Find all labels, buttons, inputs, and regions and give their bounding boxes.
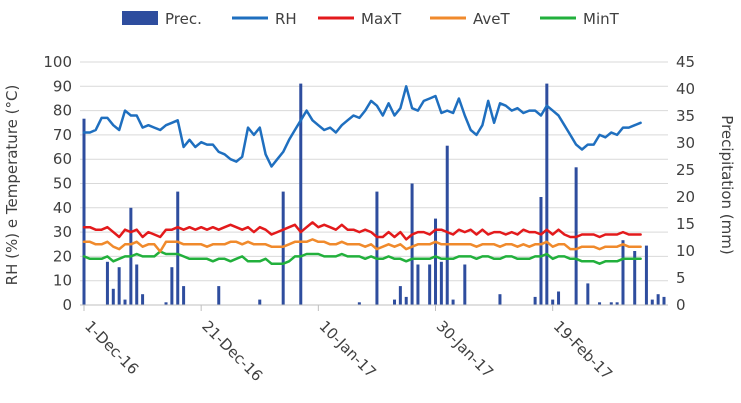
legend-label-maxt: MaxT	[361, 10, 402, 28]
precipitation-bar	[557, 291, 561, 305]
precipitation-bars	[82, 83, 666, 305]
x-tick-label: 30-Jan-17	[433, 317, 497, 381]
precipitation-bar	[281, 191, 285, 305]
precipitation-bar	[656, 294, 660, 305]
y-axis-left-title: RH (%) e Temperature (°C)	[3, 85, 21, 286]
precipitation-bar	[117, 267, 121, 305]
y-left-tick-label: 70	[53, 126, 72, 144]
precipitation-bar	[644, 245, 648, 305]
precipitation-bar	[141, 294, 145, 305]
y-right-tick-label: 10	[676, 242, 695, 260]
precipitation-bar	[170, 267, 174, 305]
precipitation-bar	[498, 294, 502, 305]
y-left-tick-label: 20	[53, 247, 72, 265]
legend-label-avet: AveT	[473, 10, 510, 28]
x-tick-label: 10-Jan-17	[316, 317, 380, 381]
precipitation-bar	[598, 302, 602, 305]
legend-swatch-prec	[122, 11, 158, 25]
series-lines	[82, 85, 642, 265]
precipitation-bar	[164, 302, 168, 305]
precipitation-bar	[545, 83, 549, 305]
x-tick-label: 1-Dec-16	[81, 317, 142, 378]
y-right-tick-label: 40	[676, 80, 695, 98]
y-right-tick-label: 35	[676, 107, 695, 125]
precipitation-bar	[609, 302, 613, 305]
series-line-avet	[82, 238, 642, 253]
y-left-tick-label: 100	[43, 53, 72, 71]
series-line-maxt	[82, 221, 642, 241]
legend-label-mint: MinT	[583, 10, 620, 28]
y-left-tick-label: 80	[53, 102, 72, 120]
precipitation-bar	[135, 264, 139, 305]
precipitation-bar	[551, 299, 555, 305]
y-left-tick-label: 40	[53, 199, 72, 217]
precipitation-bar	[615, 302, 619, 305]
precipitation-bar	[539, 197, 543, 305]
x-tick-label: 21-Dec-16	[198, 317, 266, 385]
precipitation-bar	[176, 191, 180, 305]
y-right-tick-label: 45	[676, 53, 695, 71]
precipitation-bar	[633, 251, 637, 305]
y-left-tick-label: 0	[62, 296, 72, 314]
y-left-tick-label: 10	[53, 272, 72, 290]
precipitation-bar	[445, 145, 449, 305]
precipitation-bar	[410, 183, 414, 305]
precipitation-bar	[434, 218, 438, 305]
precipitation-bar	[586, 283, 590, 305]
y-right-tick-label: 30	[676, 134, 695, 152]
gridlines	[80, 61, 668, 306]
precipitation-bar	[404, 296, 408, 305]
legend: Prec. RH MaxT AveT MinT	[122, 10, 620, 28]
y-right-tick-label: 5	[676, 269, 686, 287]
precipitation-bar	[662, 296, 666, 305]
precipitation-bar	[82, 118, 86, 305]
precipitation-bar	[533, 296, 537, 305]
y-left-tick-label: 50	[53, 175, 72, 193]
y-left-tick-label: 90	[53, 77, 72, 95]
y-right-tick-label: 15	[676, 215, 695, 233]
legend-label-prec: Prec.	[165, 10, 202, 28]
precipitation-bar	[258, 299, 262, 305]
precipitation-bar	[182, 286, 186, 305]
precipitation-bar	[463, 264, 467, 305]
precipitation-bar	[357, 302, 361, 305]
precipitation-bar	[123, 299, 127, 305]
precipitation-bar	[398, 286, 402, 305]
precipitation-bar	[428, 264, 432, 305]
series-line-rh	[82, 85, 642, 168]
precipitation-bar	[111, 288, 115, 305]
precipitation-bar	[217, 286, 221, 305]
y-axis-right-title: Precipitation (mm)	[718, 115, 736, 254]
precipitation-bar	[439, 261, 443, 305]
y-right-tick-label: 25	[676, 161, 695, 179]
y-right-tick-label: 0	[676, 296, 686, 314]
series-line-mint	[82, 250, 642, 265]
precipitation-bar	[299, 83, 303, 305]
precipitation-bar	[105, 261, 109, 305]
precipitation-bar	[650, 299, 654, 305]
x-tick-label: 19-Feb-17	[550, 317, 616, 383]
precipitation-bar	[621, 240, 625, 305]
y-left-tick-label: 60	[53, 150, 72, 168]
precipitation-bar	[451, 299, 455, 305]
y-right-tick-label: 20	[676, 188, 695, 206]
precipitation-bar	[393, 299, 397, 305]
legend-label-rh: RH	[275, 10, 297, 28]
y-left-tick-label: 30	[53, 223, 72, 241]
precipitation-bar	[416, 264, 420, 305]
